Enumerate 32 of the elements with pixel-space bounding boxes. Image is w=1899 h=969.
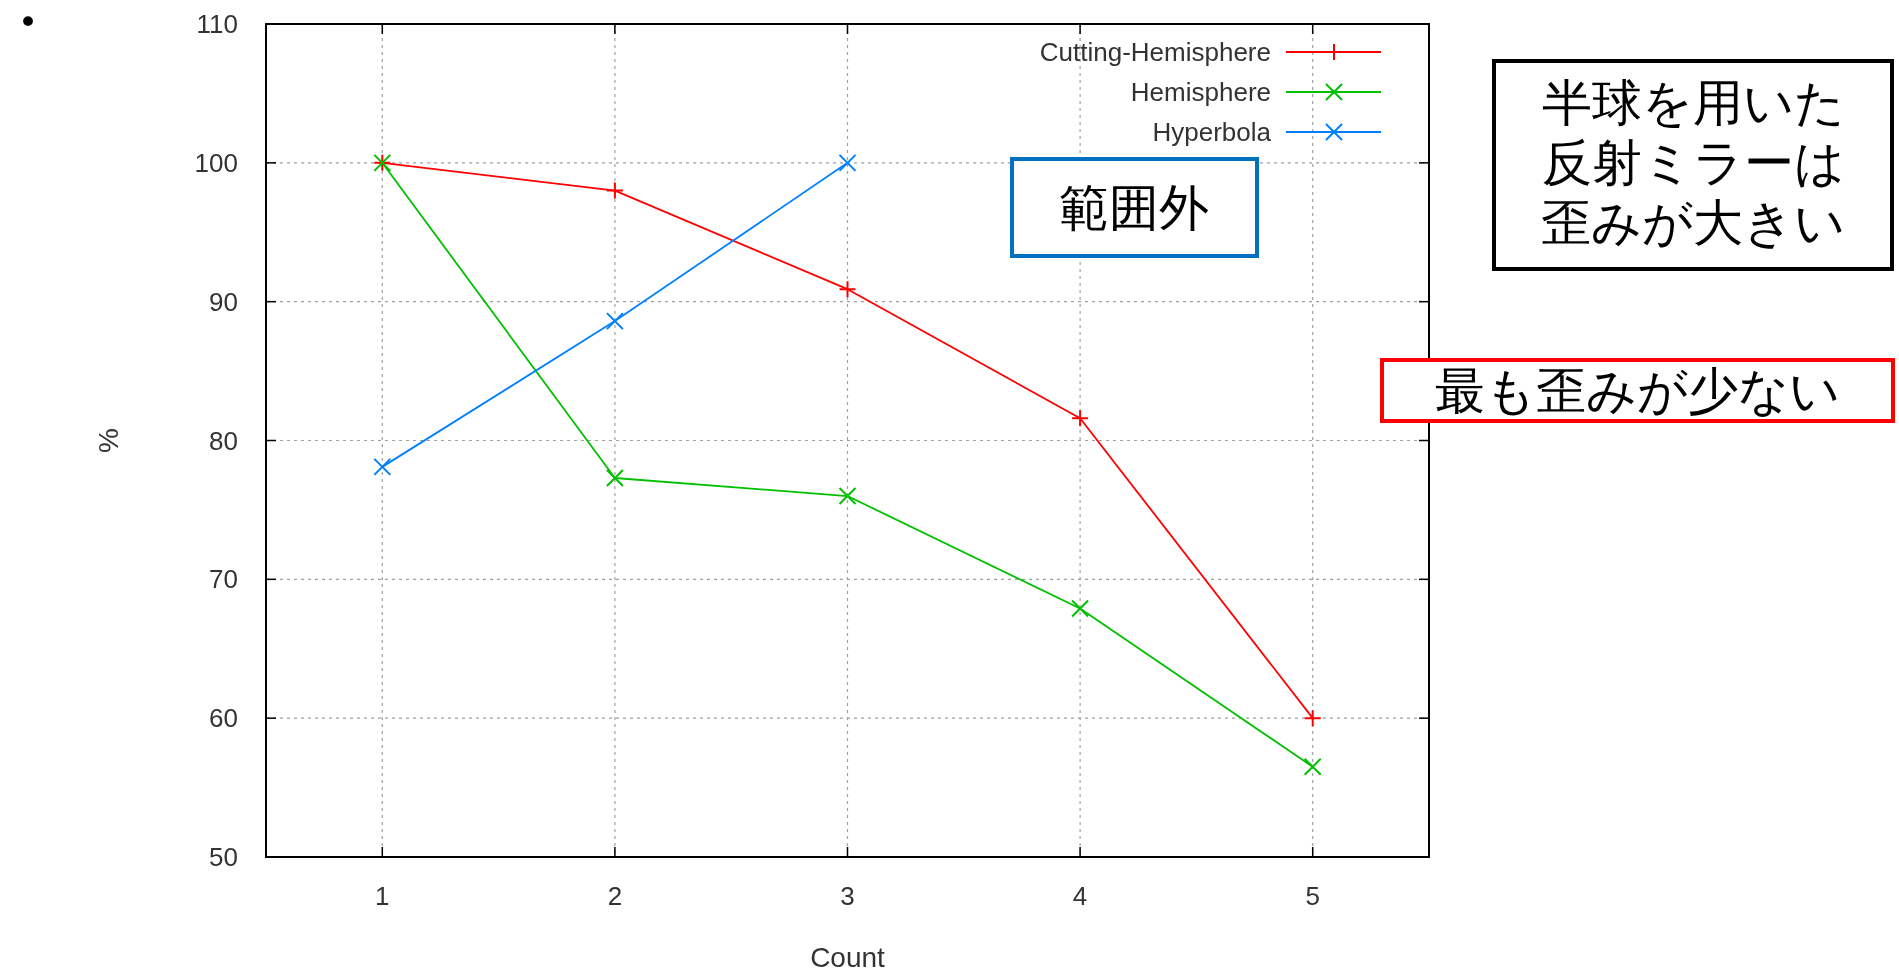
y-tick-label: 110 bbox=[196, 9, 238, 39]
y-tick-label: 100 bbox=[194, 147, 238, 178]
point bbox=[838, 153, 857, 172]
y-tick-label: 50 bbox=[209, 842, 238, 872]
point bbox=[1071, 599, 1090, 618]
y-tick-label: 60 bbox=[209, 703, 238, 734]
legend-label: Hyperbola bbox=[1152, 117, 1272, 147]
y-tick-label: 80 bbox=[209, 425, 238, 456]
text: 最も歪みが少ない bbox=[1434, 362, 1840, 420]
x-tick-label: 5 bbox=[1305, 881, 1320, 911]
point bbox=[1303, 709, 1322, 728]
point bbox=[1071, 409, 1090, 428]
x-tick-label: 2 bbox=[607, 881, 623, 911]
y-tick-label: 90 bbox=[209, 286, 238, 317]
point bbox=[605, 468, 624, 487]
x-tick-label: 1 bbox=[375, 881, 390, 911]
text: • bbox=[18, 2, 39, 42]
legend-label: Hemisphere bbox=[1130, 77, 1271, 107]
x-tick-label: 3 bbox=[840, 881, 855, 911]
y-axis-title: % bbox=[93, 428, 124, 453]
point bbox=[838, 280, 857, 299]
point bbox=[1303, 757, 1322, 776]
point bbox=[838, 487, 857, 506]
text: 半球を用いた反射ミラーは歪みが大きい bbox=[1541, 74, 1845, 252]
point bbox=[605, 312, 624, 331]
x-tick-label: 4 bbox=[1072, 881, 1088, 911]
y-tick-label: 70 bbox=[209, 564, 238, 595]
point bbox=[605, 181, 624, 200]
legend-label: Cutting-Hemisphere bbox=[1039, 37, 1271, 67]
annotation: 範囲外 bbox=[1059, 179, 1209, 237]
x-axis-title: Count bbox=[810, 942, 886, 969]
point bbox=[373, 457, 392, 476]
